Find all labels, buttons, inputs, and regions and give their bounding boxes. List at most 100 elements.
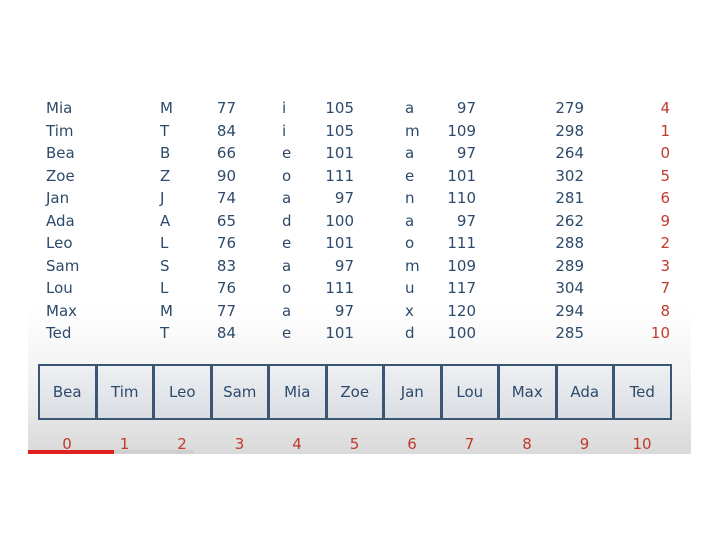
slot-index: 10: [632, 435, 652, 453]
mod-cell: 7: [660, 279, 670, 297]
name-cell: Ted: [46, 324, 72, 342]
hash-table-array: Bea Tim Leo Sam Mia Zoe Jan Lou Max Ada Ted: [38, 364, 672, 422]
mod-cell: 6: [660, 189, 670, 207]
slot-index: 8: [522, 435, 532, 453]
sum-cell: 281: [555, 189, 584, 207]
third-letter-cell: m: [405, 256, 420, 275]
hash-slot: Ted: [613, 364, 672, 420]
sum-cell: 298: [555, 121, 584, 140]
second-letter-cell: e: [282, 234, 292, 252]
first-letter-cell: L: [160, 234, 169, 252]
name-cell: Max: [46, 301, 78, 320]
mod-cell: 0: [660, 144, 670, 162]
first-code-cell: 76: [216, 279, 236, 297]
second-letter-cell: o: [282, 166, 292, 185]
hash-slot: Ada: [555, 364, 614, 420]
sum-cell: 304: [555, 279, 584, 297]
second-code-cell: 105: [325, 99, 354, 117]
first-code-cell: 66: [216, 144, 236, 162]
sum-cell: 294: [555, 301, 584, 320]
hash-slot: Max: [498, 364, 557, 420]
first-code-cell: 90: [216, 166, 236, 185]
third-letter-cell: x: [405, 301, 414, 320]
name-cell: Leo: [46, 234, 73, 252]
third-code-cell: 101: [447, 166, 476, 185]
slot-index: 1: [119, 435, 130, 453]
second-code-cell: 97: [334, 301, 354, 320]
progress-played: [28, 450, 115, 454]
slot-index: 3: [234, 435, 245, 453]
sum-cell: 262: [555, 211, 584, 230]
first-letter-cell: M: [160, 99, 173, 117]
second-code-cell: 97: [334, 189, 354, 207]
sum-cell: 279: [555, 99, 584, 117]
sum-cell: 302: [555, 166, 584, 185]
name-cell: Ada: [46, 211, 75, 230]
slot-index: 4: [292, 435, 302, 453]
second-letter-cell: i: [282, 121, 287, 140]
hash-slot: Jan: [383, 364, 442, 420]
third-letter-cell: u: [405, 279, 415, 297]
second-code-cell: 100: [325, 211, 354, 230]
hash-slot: Lou: [440, 364, 499, 420]
third-code-cell: 100: [447, 324, 476, 342]
third-letter-cell: o: [405, 234, 415, 252]
hash-slot: Zoe: [325, 364, 384, 420]
second-letter-cell: e: [282, 324, 292, 342]
slide: Mia M 77 i 105 a 97 279 4 Tim T 84 i 105 m 109 298 1 Bea B 6…: [28, 88, 691, 454]
progress-buffered: [114, 450, 194, 454]
second-code-cell: 111: [325, 279, 354, 297]
first-code-cell: 84: [216, 324, 236, 342]
first-code-cell: 84: [216, 121, 236, 140]
slot-index: 9: [579, 435, 590, 453]
sum-cell: 285: [555, 324, 584, 342]
mod-cell: 4: [660, 99, 670, 117]
first-letter-cell: B: [160, 144, 171, 162]
name-cell: Bea: [46, 144, 75, 162]
hash-slot: Tim: [95, 364, 154, 420]
second-code-cell: 101: [325, 144, 354, 162]
third-code-cell: 110: [447, 189, 476, 207]
second-letter-cell: i: [282, 99, 287, 117]
third-letter-cell: a: [405, 99, 415, 117]
second-code-cell: 101: [325, 324, 354, 342]
third-code-cell: 117: [447, 279, 476, 297]
third-code-cell: 97: [456, 211, 476, 230]
first-code-cell: 74: [216, 189, 236, 207]
first-letter-cell: L: [160, 279, 169, 297]
mod-cell: 9: [660, 211, 670, 230]
slot-index: 0: [62, 435, 72, 453]
mod-cell: 2: [660, 234, 670, 252]
third-letter-cell: d: [405, 324, 415, 342]
second-letter-cell: e: [282, 144, 292, 162]
sum-cell: 264: [555, 144, 584, 162]
hash-slot: Mia: [268, 364, 327, 420]
mod-cell: 8: [660, 301, 670, 320]
third-code-cell: 109: [447, 121, 476, 140]
name-cell: Mia: [46, 99, 73, 117]
third-letter-cell: m: [405, 121, 420, 140]
second-letter-cell: a: [282, 301, 292, 320]
first-code-cell: 83: [216, 256, 236, 275]
third-code-cell: 120: [447, 301, 476, 320]
name-cell: Lou: [46, 279, 73, 297]
first-letter-cell: J: [160, 189, 165, 207]
third-letter-cell: e: [405, 166, 415, 185]
hash-slot: Bea: [38, 364, 97, 420]
third-letter-cell: n: [405, 189, 415, 207]
first-code-cell: 76: [216, 234, 236, 252]
second-letter-cell: d: [282, 211, 292, 230]
first-code-cell: 77: [216, 99, 236, 117]
name-cell: Jan: [46, 189, 70, 207]
name-cell: Tim: [46, 121, 74, 140]
first-letter-cell: T: [160, 121, 170, 140]
video-progress-bar[interactable]: [28, 450, 691, 454]
second-letter-cell: a: [282, 256, 292, 275]
sum-cell: 288: [555, 234, 584, 252]
slot-index: 2: [177, 435, 187, 453]
name-cell: Sam: [46, 256, 80, 275]
name-cell: Zoe: [46, 166, 75, 185]
third-code-cell: 97: [456, 144, 476, 162]
slot-index: 7: [464, 435, 475, 453]
second-code-cell: 97: [334, 256, 354, 275]
